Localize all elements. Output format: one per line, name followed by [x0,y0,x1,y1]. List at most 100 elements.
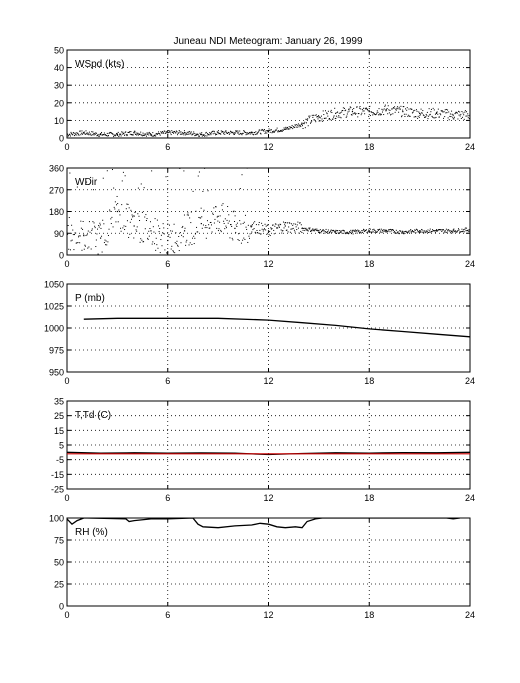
wdir-sample-point [105,240,107,242]
wdir-sample-point [318,231,320,233]
wdir-sample-point [139,220,141,222]
wspd-sample-point [149,133,151,135]
wspd-sample-point [262,129,264,131]
wspd-sample-point [177,132,179,134]
wspd-sample-point [393,107,395,109]
wdir-sample-point [444,230,446,232]
wdir-sample-point [415,228,417,230]
wspd-sample-point [349,108,351,110]
wspd-sample-point [434,117,436,119]
wdir-sample-point [297,221,299,223]
wdir-sample-point [142,241,144,243]
wspd-sample-point [118,135,120,137]
wdir-sample-point [273,233,275,235]
wdir-sample-point [163,233,165,235]
wdir-sample-point [327,229,329,231]
wdir-sample-point [429,230,431,232]
wspd-sample-point [120,135,122,137]
wspd-sample-point [330,111,332,113]
wspd-sample-point [383,114,385,116]
wspd-sample-point [126,135,128,137]
wdir-sample-point [104,239,106,241]
wdir-sample-point [294,231,296,233]
wspd-sample-point [214,132,216,134]
wspd-sample-point [188,133,190,135]
wdir-sample-point [159,252,161,254]
wdir-sample-point [120,230,122,232]
wdir-sample-point [371,231,373,233]
wdir-sample-point [432,230,434,232]
wdir-sample-point [162,232,164,234]
wdir-sample-point [205,237,207,239]
wdir-sample-point [325,228,327,230]
wspd-sample-point [77,132,79,134]
wspd-sample-point [309,115,311,117]
wdir-sample-point [387,230,389,232]
wdir-sample-point [318,231,320,233]
wspd-sample-point [441,110,443,112]
wspd-sample-point [369,105,371,107]
wspd-sample-point [348,108,350,110]
wdir-sample-point [286,222,288,224]
wspd-sample-point [88,134,90,136]
wspd-sample-point [105,134,107,136]
wdir-sample-point [154,243,156,245]
wspd-sample-point [333,115,335,117]
wdir-sample-point [140,183,142,185]
wdir-sample-point [414,229,416,231]
wdir-sample-point [260,233,262,235]
wdir-sample-point [205,225,207,227]
wdir-sample-point [433,230,435,232]
wspd-sample-point [296,124,298,126]
wdir-sample-point [245,226,247,228]
wdir-sample-point [137,213,139,215]
wdir-sample-point [168,234,170,236]
wspd-sample-point [467,113,469,115]
wspd-sample-point [363,110,365,112]
wdir-sample-point [320,232,322,234]
wspd-sample-point [388,112,390,114]
wspd-sample-point [279,130,281,132]
wdir-sample-point [454,231,456,233]
wspd-sample-point [143,133,145,135]
temp-dewpoint-xtick-label: 18 [364,493,374,503]
wdir-sample-point [200,207,202,209]
wspd-sample-point [156,133,158,135]
wdir-sample-point [349,230,351,232]
wdir-sample-point [435,229,437,231]
wdir-sample-point [405,230,407,232]
wdir-sample-point [164,249,166,251]
wdir-point [217,215,219,217]
wspd-sample-point [239,130,241,132]
wspd-sample-point [376,110,378,112]
wspd-sample-point [259,129,261,131]
wdir-sample-point [448,230,450,232]
wdir-sample-point [110,218,112,220]
wdir-sample-point [314,228,316,230]
wspd-sample-point [336,112,338,114]
wdir-sample-point [136,230,138,232]
wdir-sample-point [304,230,306,232]
wspd-sample-point [320,115,322,117]
wdir-sample-point [408,230,410,232]
wdir-sample-point [221,209,223,211]
wdir-sample-point [156,219,158,221]
wspd-sample-point [440,114,442,116]
wspd-sample-point [196,134,198,136]
wspd-sample-point [152,135,154,137]
wdir-sample-point [321,230,323,232]
wdir-sample-point [319,229,321,231]
wspd-sample-point [387,113,389,115]
wspd-sample-point [281,129,283,131]
wdir-sample-point [192,237,194,239]
wdir-sample-point [128,207,130,209]
wspd-sample-point [449,113,451,115]
wspd-sample-point [428,115,430,117]
wspd-sample-point [192,133,194,135]
wspd-sample-point [257,131,259,133]
wspd-sample-point [347,111,349,113]
wdir-sample-point [231,225,233,227]
wdir-sample-point [101,235,103,237]
wdir-sample-point [420,231,422,233]
wdir-sample-point [137,187,139,189]
